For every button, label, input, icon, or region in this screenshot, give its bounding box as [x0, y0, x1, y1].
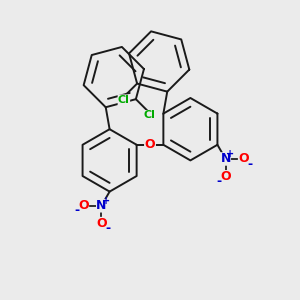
- Text: O: O: [220, 170, 231, 183]
- Text: Cl: Cl: [143, 110, 155, 120]
- Text: -: -: [74, 205, 80, 218]
- Text: -: -: [248, 158, 253, 171]
- Text: O: O: [238, 152, 249, 166]
- Text: O: O: [78, 199, 89, 212]
- Text: -: -: [216, 176, 221, 188]
- Text: -: -: [106, 222, 111, 235]
- Text: N: N: [96, 199, 106, 212]
- Text: +: +: [102, 196, 110, 206]
- Text: Cl: Cl: [118, 95, 130, 105]
- Text: O: O: [96, 217, 107, 230]
- Text: N: N: [220, 152, 231, 166]
- Text: O: O: [145, 138, 155, 151]
- Text: +: +: [226, 149, 235, 159]
